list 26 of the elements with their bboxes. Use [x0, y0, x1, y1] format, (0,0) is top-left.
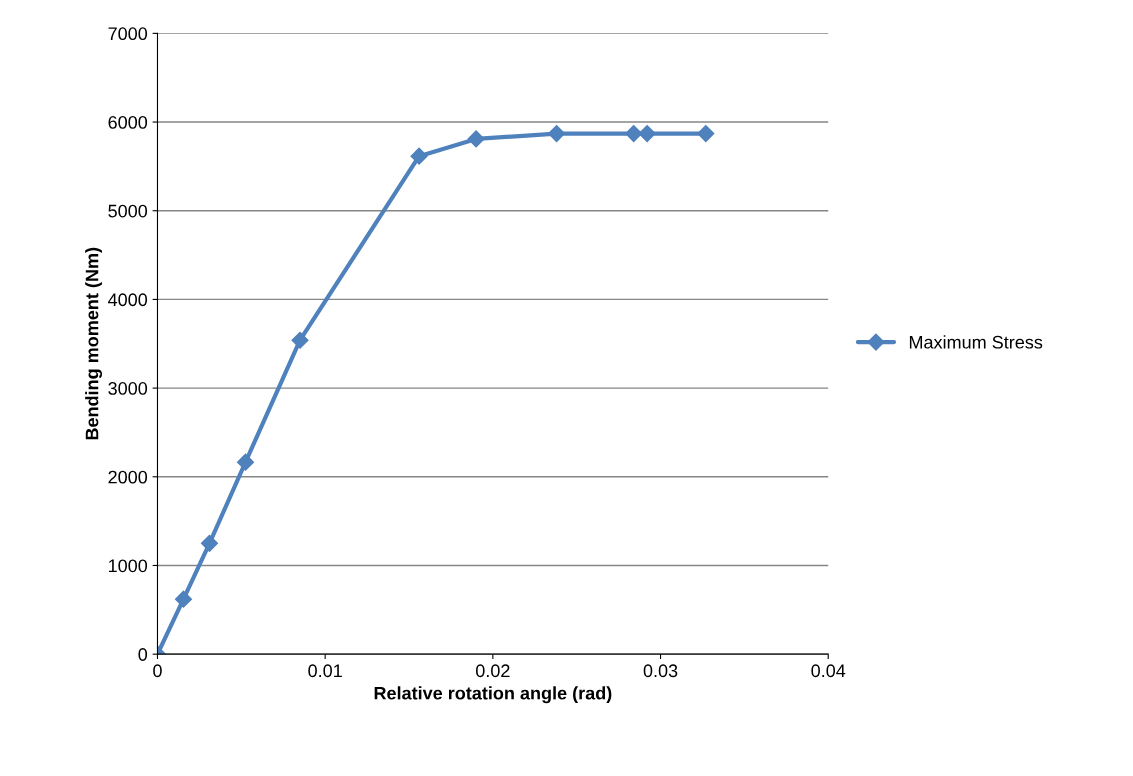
x-tick-label: 0.02: [475, 664, 510, 678]
legend-label: Maximum Stress: [909, 335, 1043, 349]
y-tick-label: 5000: [108, 204, 148, 218]
point: [174, 590, 193, 608]
point: [548, 125, 566, 143]
point: [200, 534, 219, 552]
point: [410, 147, 428, 165]
y-tick-label: 1000: [108, 559, 148, 573]
x-tick-label: 0.03: [643, 664, 678, 678]
y-tick-label: 6000: [108, 115, 148, 129]
y-tick-label: 7000: [108, 27, 148, 41]
x-axis-title: Relative rotation angle (rad): [374, 686, 612, 704]
point: [625, 125, 643, 143]
point: [638, 125, 656, 143]
point: [291, 331, 309, 349]
y-tick-label: 4000: [108, 293, 148, 307]
x-tick-label: 0: [153, 664, 162, 678]
y-axis-title: Bending moment (Nm): [85, 247, 103, 440]
y-tick-label: 3000: [108, 382, 148, 395]
x-tick-label: 0.04: [811, 664, 846, 678]
y-tick-label: 2000: [108, 470, 148, 484]
y-tick-label: 0: [138, 648, 148, 661]
point: [467, 130, 485, 148]
point: [236, 453, 255, 471]
point: [697, 125, 715, 143]
x-tick-label: 0.01: [308, 664, 342, 678]
